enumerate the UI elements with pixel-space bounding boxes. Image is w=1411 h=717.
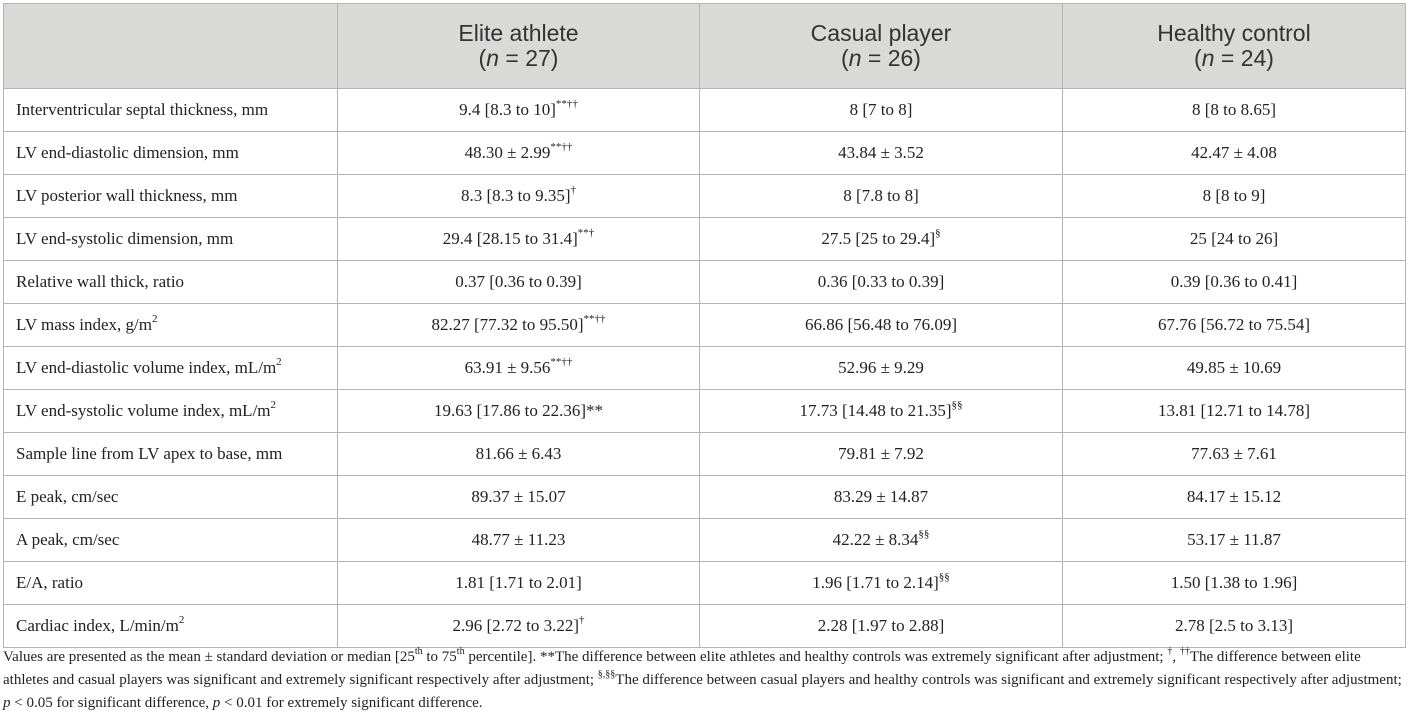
cell-casual-player: 52.96 ± 9.29 [699,346,1063,390]
row-label: LV end-systolic volume index, mL/m2 [3,389,338,433]
row-label: LV posterior wall thickness, mm [3,174,338,218]
cell-casual-player: 66.86 [56.48 to 76.09] [699,303,1063,347]
table-row: Cardiac index, L/min/m2 2.96 [2.72 to 3.2… [3,604,1406,648]
row-label: LV mass index, g/m2 [3,303,338,347]
cell-elite-athlete: 82.27 [77.32 to 95.50]**†† [337,303,700,347]
cell-casual-player: 2.28 [1.97 to 2.88] [699,604,1063,648]
row-label: LV end-systolic dimension, mm [3,217,338,261]
header-casual-player: Casual player (n = 26) [699,3,1063,89]
table-header: Elite athlete (n = 27) Casual player (n … [3,3,1406,89]
row-label: Sample line from LV apex to base, mm [3,432,338,476]
cell-casual-player: 83.29 ± 14.87 [699,475,1063,519]
cell-healthy-control: 25 [24 to 26] [1062,217,1406,261]
cell-casual-player: 8 [7 to 8] [699,88,1063,132]
table-row: E peak, cm/sec 89.37 ± 15.07 83.29 ± 14.87… [3,475,1406,519]
cell-healthy-control: 2.78 [2.5 to 3.13] [1062,604,1406,648]
cell-elite-athlete: 48.77 ± 11.23 [337,518,700,562]
table-row: A peak, cm/sec 48.77 ± 11.23 42.22 ± 8.34§… [3,518,1406,562]
comparison-table: Elite athlete (n = 27) Casual player (n … [3,3,1406,648]
table-row: Sample line from LV apex to base, mm 81.6… [3,432,1406,476]
row-label: A peak, cm/sec [3,518,338,562]
cell-elite-athlete: 81.66 ± 6.43 [337,432,700,476]
table-row: LV posterior wall thickness, mm 8.3 [8.3 … [3,174,1406,218]
cell-casual-player: 27.5 [25 to 29.4]§ [699,217,1063,261]
cell-healthy-control: 1.50 [1.38 to 1.96] [1062,561,1406,605]
row-label: LV end-diastolic volume index, mL/m2 [3,346,338,390]
group-label: Elite athlete [458,20,579,46]
table-body: Interventricular septal thickness, mm 9.4… [3,88,1406,648]
table-row: LV end-systolic dimension, mm 29.4 [28.15… [3,217,1406,261]
table-row: E/A, ratio 1.81 [1.71 to 2.01] 1.96 [1.71 … [3,561,1406,605]
table-row: LV end-diastolic dimension, mm 48.30 ± 2.… [3,131,1406,175]
cell-healthy-control: 49.85 ± 10.69 [1062,346,1406,390]
cell-elite-athlete: 2.96 [2.72 to 3.22]† [337,604,700,648]
cell-elite-athlete: 63.91 ± 9.56**†† [337,346,700,390]
group-n: (n = 24) [1194,45,1274,71]
cell-casual-player: 17.73 [14.48 to 21.35]§§ [699,389,1063,433]
cell-elite-athlete: 0.37 [0.36 to 0.39] [337,260,700,304]
cell-elite-athlete: 89.37 ± 15.07 [337,475,700,519]
row-label: Relative wall thick, ratio [3,260,338,304]
cell-elite-athlete: 29.4 [28.15 to 31.4]**† [337,217,700,261]
cell-elite-athlete: 8.3 [8.3 to 9.35]† [337,174,700,218]
table-row: Relative wall thick, ratio 0.37 [0.36 to … [3,260,1406,304]
cell-healthy-control: 42.47 ± 4.08 [1062,131,1406,175]
cell-casual-player: 79.81 ± 7.92 [699,432,1063,476]
table-row: LV end-systolic volume index, mL/m2 19.63… [3,389,1406,433]
header-measure [3,3,338,89]
row-label: LV end-diastolic dimension, mm [3,131,338,175]
table-footnote: Values are presented as the mean ± stand… [3,646,1402,712]
row-label: Interventricular septal thickness, mm [3,88,338,132]
table-row: Interventricular septal thickness, mm 9.4… [3,88,1406,132]
cell-casual-player: 43.84 ± 3.52 [699,131,1063,175]
row-label: E/A, ratio [3,561,338,605]
group-n: (n = 27) [478,45,559,71]
group-n: (n = 26) [841,45,921,71]
row-label: Cardiac index, L/min/m2 [3,604,338,648]
data-table-container: Elite athlete (n = 27) Casual player (n … [3,3,1406,648]
header-healthy-control: Healthy control (n = 24) [1062,3,1406,89]
cell-healthy-control: 77.63 ± 7.61 [1062,432,1406,476]
cell-casual-player: 1.96 [1.71 to 2.14]§§ [699,561,1063,605]
cell-elite-athlete: 1.81 [1.71 to 2.01] [337,561,700,605]
cell-healthy-control: 8 [8 to 9] [1062,174,1406,218]
row-label: E peak, cm/sec [3,475,338,519]
cell-casual-player: 0.36 [0.33 to 0.39] [699,260,1063,304]
cell-healthy-control: 84.17 ± 15.12 [1062,475,1406,519]
cell-casual-player: 42.22 ± 8.34§§ [699,518,1063,562]
cell-casual-player: 8 [7.8 to 8] [699,174,1063,218]
cell-healthy-control: 0.39 [0.36 to 0.41] [1062,260,1406,304]
cell-healthy-control: 53.17 ± 11.87 [1062,518,1406,562]
header-elite-athlete: Elite athlete (n = 27) [337,3,700,89]
cell-healthy-control: 8 [8 to 8.65] [1062,88,1406,132]
table-row: LV mass index, g/m2 82.27 [77.32 to 95.50… [3,303,1406,347]
header-row: Elite athlete (n = 27) Casual player (n … [3,3,1406,89]
group-label: Healthy control [1157,20,1311,46]
cell-healthy-control: 13.81 [12.71 to 14.78] [1062,389,1406,433]
cell-elite-athlete: 9.4 [8.3 to 10]**†† [337,88,700,132]
group-label: Casual player [810,20,952,46]
table-row: LV end-diastolic volume index, mL/m2 63.9… [3,346,1406,390]
cell-healthy-control: 67.76 [56.72 to 75.54] [1062,303,1406,347]
cell-elite-athlete: 48.30 ± 2.99**†† [337,131,700,175]
cell-elite-athlete: 19.63 [17.86 to 22.36]** [337,389,700,433]
